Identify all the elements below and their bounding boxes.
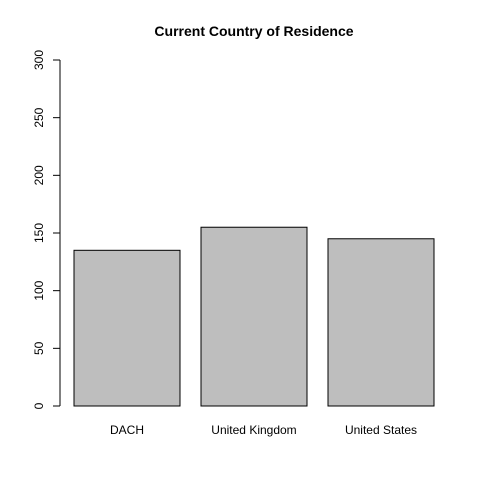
bars [73,226,435,407]
bar-dach [73,249,181,407]
x-tick-label: United Kingdom [211,423,296,437]
y-tick-label: 250 [32,107,46,127]
x-tick-label: United States [345,423,417,437]
y-tick-label: 200 [32,165,46,185]
bar-united-kingdom [200,226,308,407]
y-axis: 0 50 100 150 200 250 300 [32,50,61,409]
y-tick-label: 50 [32,341,46,355]
x-tick-label: DACH [110,423,144,437]
y-tick-label: 300 [32,50,46,70]
x-axis-labels: DACH United Kingdom United States [110,423,417,437]
y-tick-label: 100 [32,280,46,300]
y-tick-label: 150 [32,223,46,243]
chart-title: Current Country of Residence [154,23,353,39]
bar-united-states [327,238,435,407]
y-tick-label: 0 [32,402,46,409]
